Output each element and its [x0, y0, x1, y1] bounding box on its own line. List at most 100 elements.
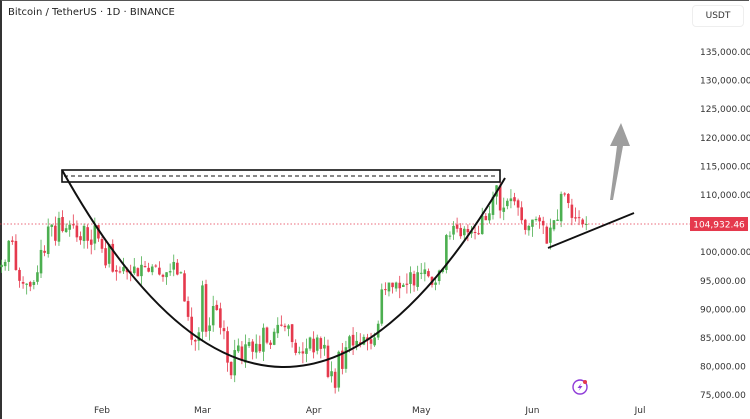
candle: [28, 280, 32, 292]
candle-body: [344, 347, 348, 369]
candle-body: [104, 248, 107, 266]
candle-body: [480, 215, 484, 235]
candle: [567, 193, 570, 209]
lightning-icon: [572, 379, 588, 395]
candle-body: [14, 240, 18, 270]
candle: [233, 339, 237, 383]
candle-body: [387, 282, 391, 292]
candle-body: [176, 262, 179, 275]
x-tick-label: Jul: [634, 406, 646, 416]
candle-body: [240, 346, 244, 361]
candle-body: [64, 228, 68, 233]
candle: [290, 323, 294, 348]
candle-body: [280, 324, 283, 326]
candle: [398, 275, 402, 299]
candle-body: [68, 224, 72, 230]
candle: [72, 214, 75, 229]
candle-body: [143, 266, 147, 268]
candle: [269, 340, 272, 350]
candle-body: [473, 232, 477, 234]
candle: [330, 361, 333, 383]
candle: [351, 327, 355, 355]
candle-body: [186, 301, 190, 317]
candle-body: [459, 227, 462, 237]
candle-body: [237, 345, 240, 352]
candle-body: [294, 342, 297, 353]
candle-body: [283, 325, 287, 328]
candle: [523, 218, 527, 235]
candle-body: [358, 342, 362, 344]
candle: [208, 317, 211, 341]
candle-body: [140, 264, 143, 277]
candle: [237, 338, 240, 353]
candle: [50, 223, 54, 237]
candle-body: [581, 219, 584, 225]
candle: [276, 317, 280, 338]
candle-body: [402, 284, 405, 287]
candle: [219, 302, 222, 335]
candle-body: [172, 261, 176, 270]
candle-body: [100, 238, 104, 249]
candle: [68, 220, 72, 237]
candle-body: [222, 328, 226, 332]
candle: [272, 328, 276, 346]
candle: [538, 215, 541, 229]
candle: [394, 281, 398, 292]
currency-button[interactable]: USDT: [692, 5, 744, 27]
candle: [39, 239, 43, 278]
candle-body: [233, 350, 237, 376]
candle-body: [190, 316, 193, 340]
candle: [362, 334, 366, 346]
candle: [215, 300, 219, 311]
candle-body: [556, 219, 559, 221]
candle: [297, 346, 301, 355]
resistance-box: [61, 169, 501, 183]
candle-body: [348, 336, 351, 349]
candle-body: [513, 197, 516, 202]
candle: [287, 324, 290, 337]
candle: [541, 216, 545, 235]
candle: [82, 223, 86, 249]
candle-body: [168, 271, 172, 273]
candle: [462, 226, 466, 242]
candle: [455, 217, 459, 233]
candle-body: [18, 269, 21, 281]
lightning-bolt: [577, 383, 583, 391]
candle-body: [355, 340, 358, 346]
candle-body: [57, 217, 61, 242]
candle-body: [330, 371, 333, 377]
candle-body: [201, 285, 204, 332]
candle-body: [197, 332, 201, 341]
candle-body: [502, 207, 506, 212]
candle-body: [538, 217, 541, 222]
y-tick-label: 130,000.00: [700, 77, 750, 87]
candle-body: [577, 217, 581, 219]
candle-body: [531, 219, 534, 227]
candle: [25, 283, 28, 295]
candle-body: [132, 266, 136, 274]
candle: [559, 191, 563, 228]
candle: [502, 197, 506, 221]
trendline: [547, 212, 635, 249]
candle: [387, 282, 391, 297]
candle: [79, 231, 82, 245]
candle: [107, 244, 111, 268]
candle-body: [179, 272, 183, 274]
candle: [143, 260, 147, 268]
candle-body: [54, 225, 57, 241]
notification-dot: [583, 380, 587, 384]
candle: [254, 334, 258, 359]
x-tick-label: Feb: [94, 406, 110, 416]
candle-body: [111, 243, 115, 272]
candle: [183, 270, 186, 302]
candle-body: [75, 225, 79, 238]
candle-body: [477, 233, 480, 235]
candle: [556, 209, 559, 222]
candle-body: [39, 249, 43, 274]
candle-body: [333, 371, 337, 388]
candle: [427, 268, 430, 278]
candle: [570, 198, 574, 226]
candle: [552, 220, 556, 232]
candle: [118, 266, 122, 274]
